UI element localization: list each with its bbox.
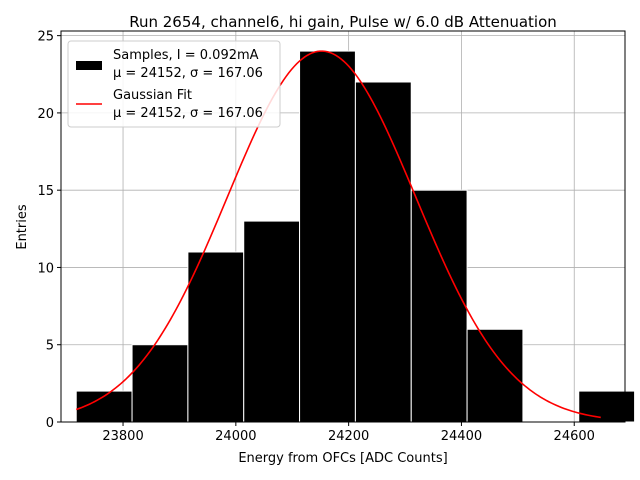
x-axis-ticks: 23800 24000 24200 24400 24600 <box>102 422 595 444</box>
histogram-bars <box>75 50 636 423</box>
histogram-bar-2 <box>187 251 245 423</box>
x-tick-label-1: 24000 <box>215 429 256 444</box>
y-tick-label-2: 10 <box>37 261 54 276</box>
histogram-bar-5 <box>354 81 412 423</box>
legend-histogram-swatch <box>76 61 102 70</box>
gaussian-fit-line <box>75 50 601 419</box>
legend-fit-label: Gaussian Fit <box>113 88 192 103</box>
histogram-bar-9 <box>578 390 636 423</box>
histogram-bar-4 <box>299 50 356 423</box>
y-tick-label-5: 25 <box>37 30 54 45</box>
histogram-bar-1 <box>131 344 189 423</box>
x-tick-label-2: 24200 <box>328 429 369 444</box>
plot-frame <box>60 30 626 423</box>
y-tick-label-4: 20 <box>37 107 54 122</box>
y-tick-label-0: 0 <box>46 416 54 431</box>
y-tick-label-3: 15 <box>37 184 54 199</box>
y-axis-ticks: 0 5 10 15 20 25 <box>37 30 61 431</box>
histogram-bar-6 <box>410 189 468 423</box>
chart-title: Run 2654, channel6, hi gain, Pulse w/ 6.… <box>129 13 557 31</box>
legend-box <box>67 40 281 128</box>
legend-histogram-label: Samples, I = 0.092mA <box>113 48 259 63</box>
x-axis-label: Energy from OFCs [ADC Counts] <box>238 451 447 466</box>
gaussian-fit <box>75 50 601 419</box>
histogram-bar-3 <box>243 220 301 423</box>
x-tick-label-0: 23800 <box>102 429 143 444</box>
legend: Samples, I = 0.092mA μ = 24152, σ = 167.… <box>67 40 281 128</box>
x-tick-label-3: 24400 <box>441 429 482 444</box>
y-axis-label: Entries <box>15 204 30 250</box>
y-tick-label-1: 5 <box>46 339 54 354</box>
legend-fit-stats: μ = 24152, σ = 167.06 <box>113 106 263 121</box>
legend-histogram-stats: μ = 24152, σ = 167.06 <box>113 66 263 81</box>
x-tick-label-4: 24600 <box>554 429 595 444</box>
